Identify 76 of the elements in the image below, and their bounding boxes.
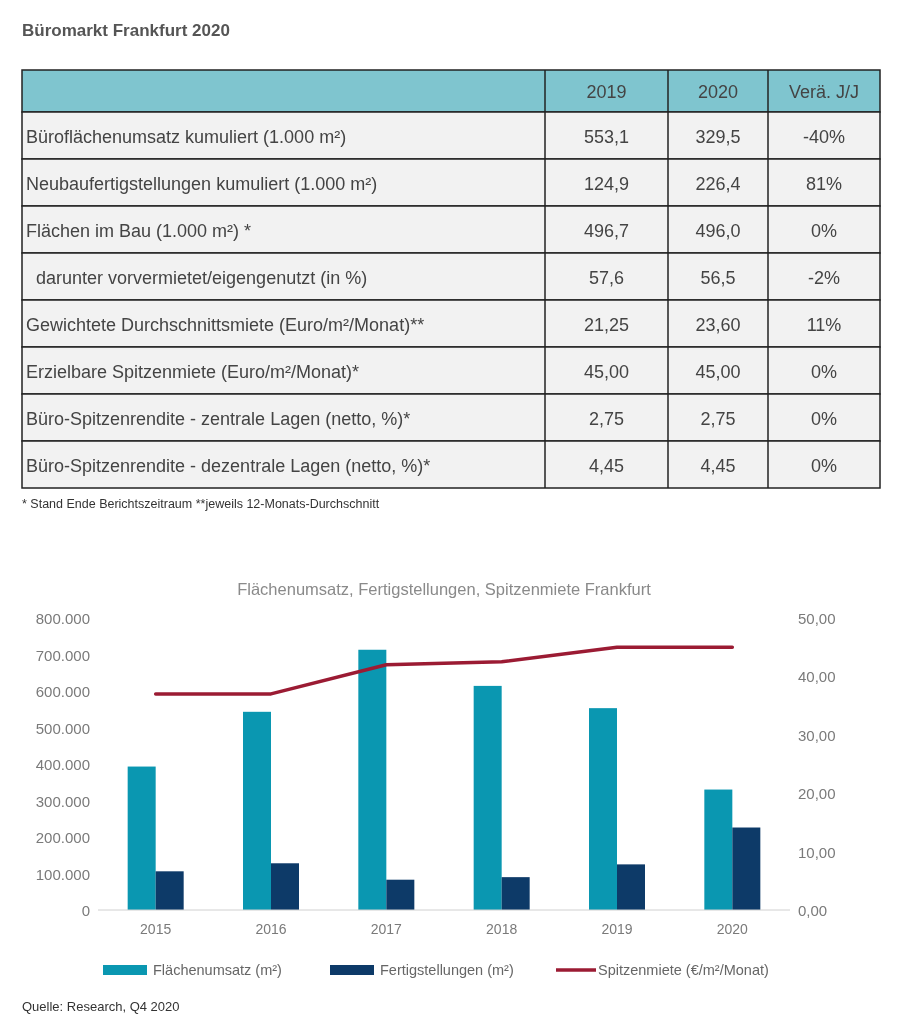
bar xyxy=(589,708,617,910)
text: 57,6 xyxy=(588,267,625,288)
x-tick-label: 2020 xyxy=(716,921,749,937)
bar xyxy=(501,877,530,910)
text: 4,45 xyxy=(700,455,736,476)
text: -40% xyxy=(802,126,846,147)
text: 81% xyxy=(805,173,843,194)
bar xyxy=(704,789,733,910)
bar xyxy=(617,864,645,910)
text: 2,75 xyxy=(700,408,736,429)
x-tick-label: 2017 xyxy=(370,921,403,937)
text: 45,00 xyxy=(583,361,630,382)
category-label: darunter vorvermietet/eigengenutzt (in %) xyxy=(36,267,368,288)
category-label: Büro-Spitzenrendite - dezentrale Lagen (netto, %)* xyxy=(26,455,431,476)
y2-tick-label: 50,00 xyxy=(798,610,836,627)
line-series xyxy=(153,645,735,696)
y-tick-label: 700.000 xyxy=(35,646,90,664)
text: 0% xyxy=(810,361,838,382)
text: 56,5 xyxy=(700,267,736,288)
text: 496,7 xyxy=(583,220,630,241)
category-label: Büroflächenumsatz kumuliert (1.000 m²) xyxy=(26,126,347,147)
y2-tick-label: 0,00 xyxy=(798,902,828,919)
legend-label: Fertigstellungen (m²) xyxy=(380,962,514,978)
y2-tick-label: 20,00 xyxy=(798,785,836,803)
bar xyxy=(732,827,761,910)
category-label: Erzielbare Spitzenmiete (Euro/m²/Monat)* xyxy=(26,361,360,382)
category-label: 2020 xyxy=(697,82,739,102)
category-label: 2019 xyxy=(586,82,627,102)
x-tick-label: 2015 xyxy=(140,921,172,937)
y-tick-label: 600.000 xyxy=(35,683,90,700)
x-tick-label: 2019 xyxy=(601,921,633,937)
bar xyxy=(271,863,299,910)
legend-label: Spitzenmiete (€/m²/Monat) xyxy=(598,962,769,978)
text: 0% xyxy=(810,455,838,476)
x-tick-label: 2018 xyxy=(486,921,518,937)
text: 124,9 xyxy=(583,173,630,194)
y2-tick-label: 10,00 xyxy=(798,843,836,861)
text: 2,75 xyxy=(588,408,625,429)
text: Büromarkt Frankfurt 2020 xyxy=(22,21,230,40)
text: 45,00 xyxy=(695,361,741,382)
text: 11% xyxy=(806,314,842,335)
y-tick-label: 100.000 xyxy=(35,865,90,883)
bar xyxy=(386,879,415,910)
category-label: Verä. J/J xyxy=(788,82,860,102)
category-label: Gewichtete Durchschnittsmiete (Euro/m²/Monat)** xyxy=(26,314,425,335)
y2-tick-label: 40,00 xyxy=(798,668,836,686)
text: 0% xyxy=(810,220,838,241)
text: * Stand Ende Berichtszeitraum **jeweils 12-Monats-Durchschnitt xyxy=(22,497,380,511)
bar xyxy=(473,685,502,910)
category-label: Neubaufertigstellungen kumuliert (1.000 m²) xyxy=(26,173,378,194)
y-tick-label: 400.000 xyxy=(35,756,90,773)
chart-title: Flächenumsatz, Fertigstellungen, Spitzenmiete Frankfurt xyxy=(237,580,652,598)
text: 21,25 xyxy=(583,314,630,335)
text: 23,60 xyxy=(695,314,741,335)
text: 329,5 xyxy=(695,126,741,147)
x-tick-label: 2016 xyxy=(255,921,287,937)
bar xyxy=(243,711,271,910)
legend-label: Flächenumsatz (m²) xyxy=(153,962,282,978)
text: 0% xyxy=(810,408,838,429)
text: 553,1 xyxy=(583,126,630,147)
bar xyxy=(127,766,156,910)
source-note: Quelle: Research, Q4 2020 xyxy=(22,999,180,1014)
y-tick-label: 500.000 xyxy=(35,719,90,737)
bar xyxy=(155,871,184,910)
text: 4,45 xyxy=(588,455,625,476)
text: -2% xyxy=(807,267,841,288)
y-tick-label: 800.000 xyxy=(35,610,90,627)
category-label: Flächen im Bau (1.000 m²) * xyxy=(26,220,252,241)
y-tick-label: 200.000 xyxy=(35,829,90,846)
y-tick-label: 0 xyxy=(81,902,90,919)
text: 226,4 xyxy=(695,173,741,194)
category-label: Büro-Spitzenrendite - zentrale Lagen (netto, %)* xyxy=(26,408,411,429)
bar xyxy=(358,649,387,910)
y2-tick-label: 30,00 xyxy=(798,726,836,744)
text: 496,0 xyxy=(695,220,741,241)
y-tick-label: 300.000 xyxy=(35,792,90,810)
